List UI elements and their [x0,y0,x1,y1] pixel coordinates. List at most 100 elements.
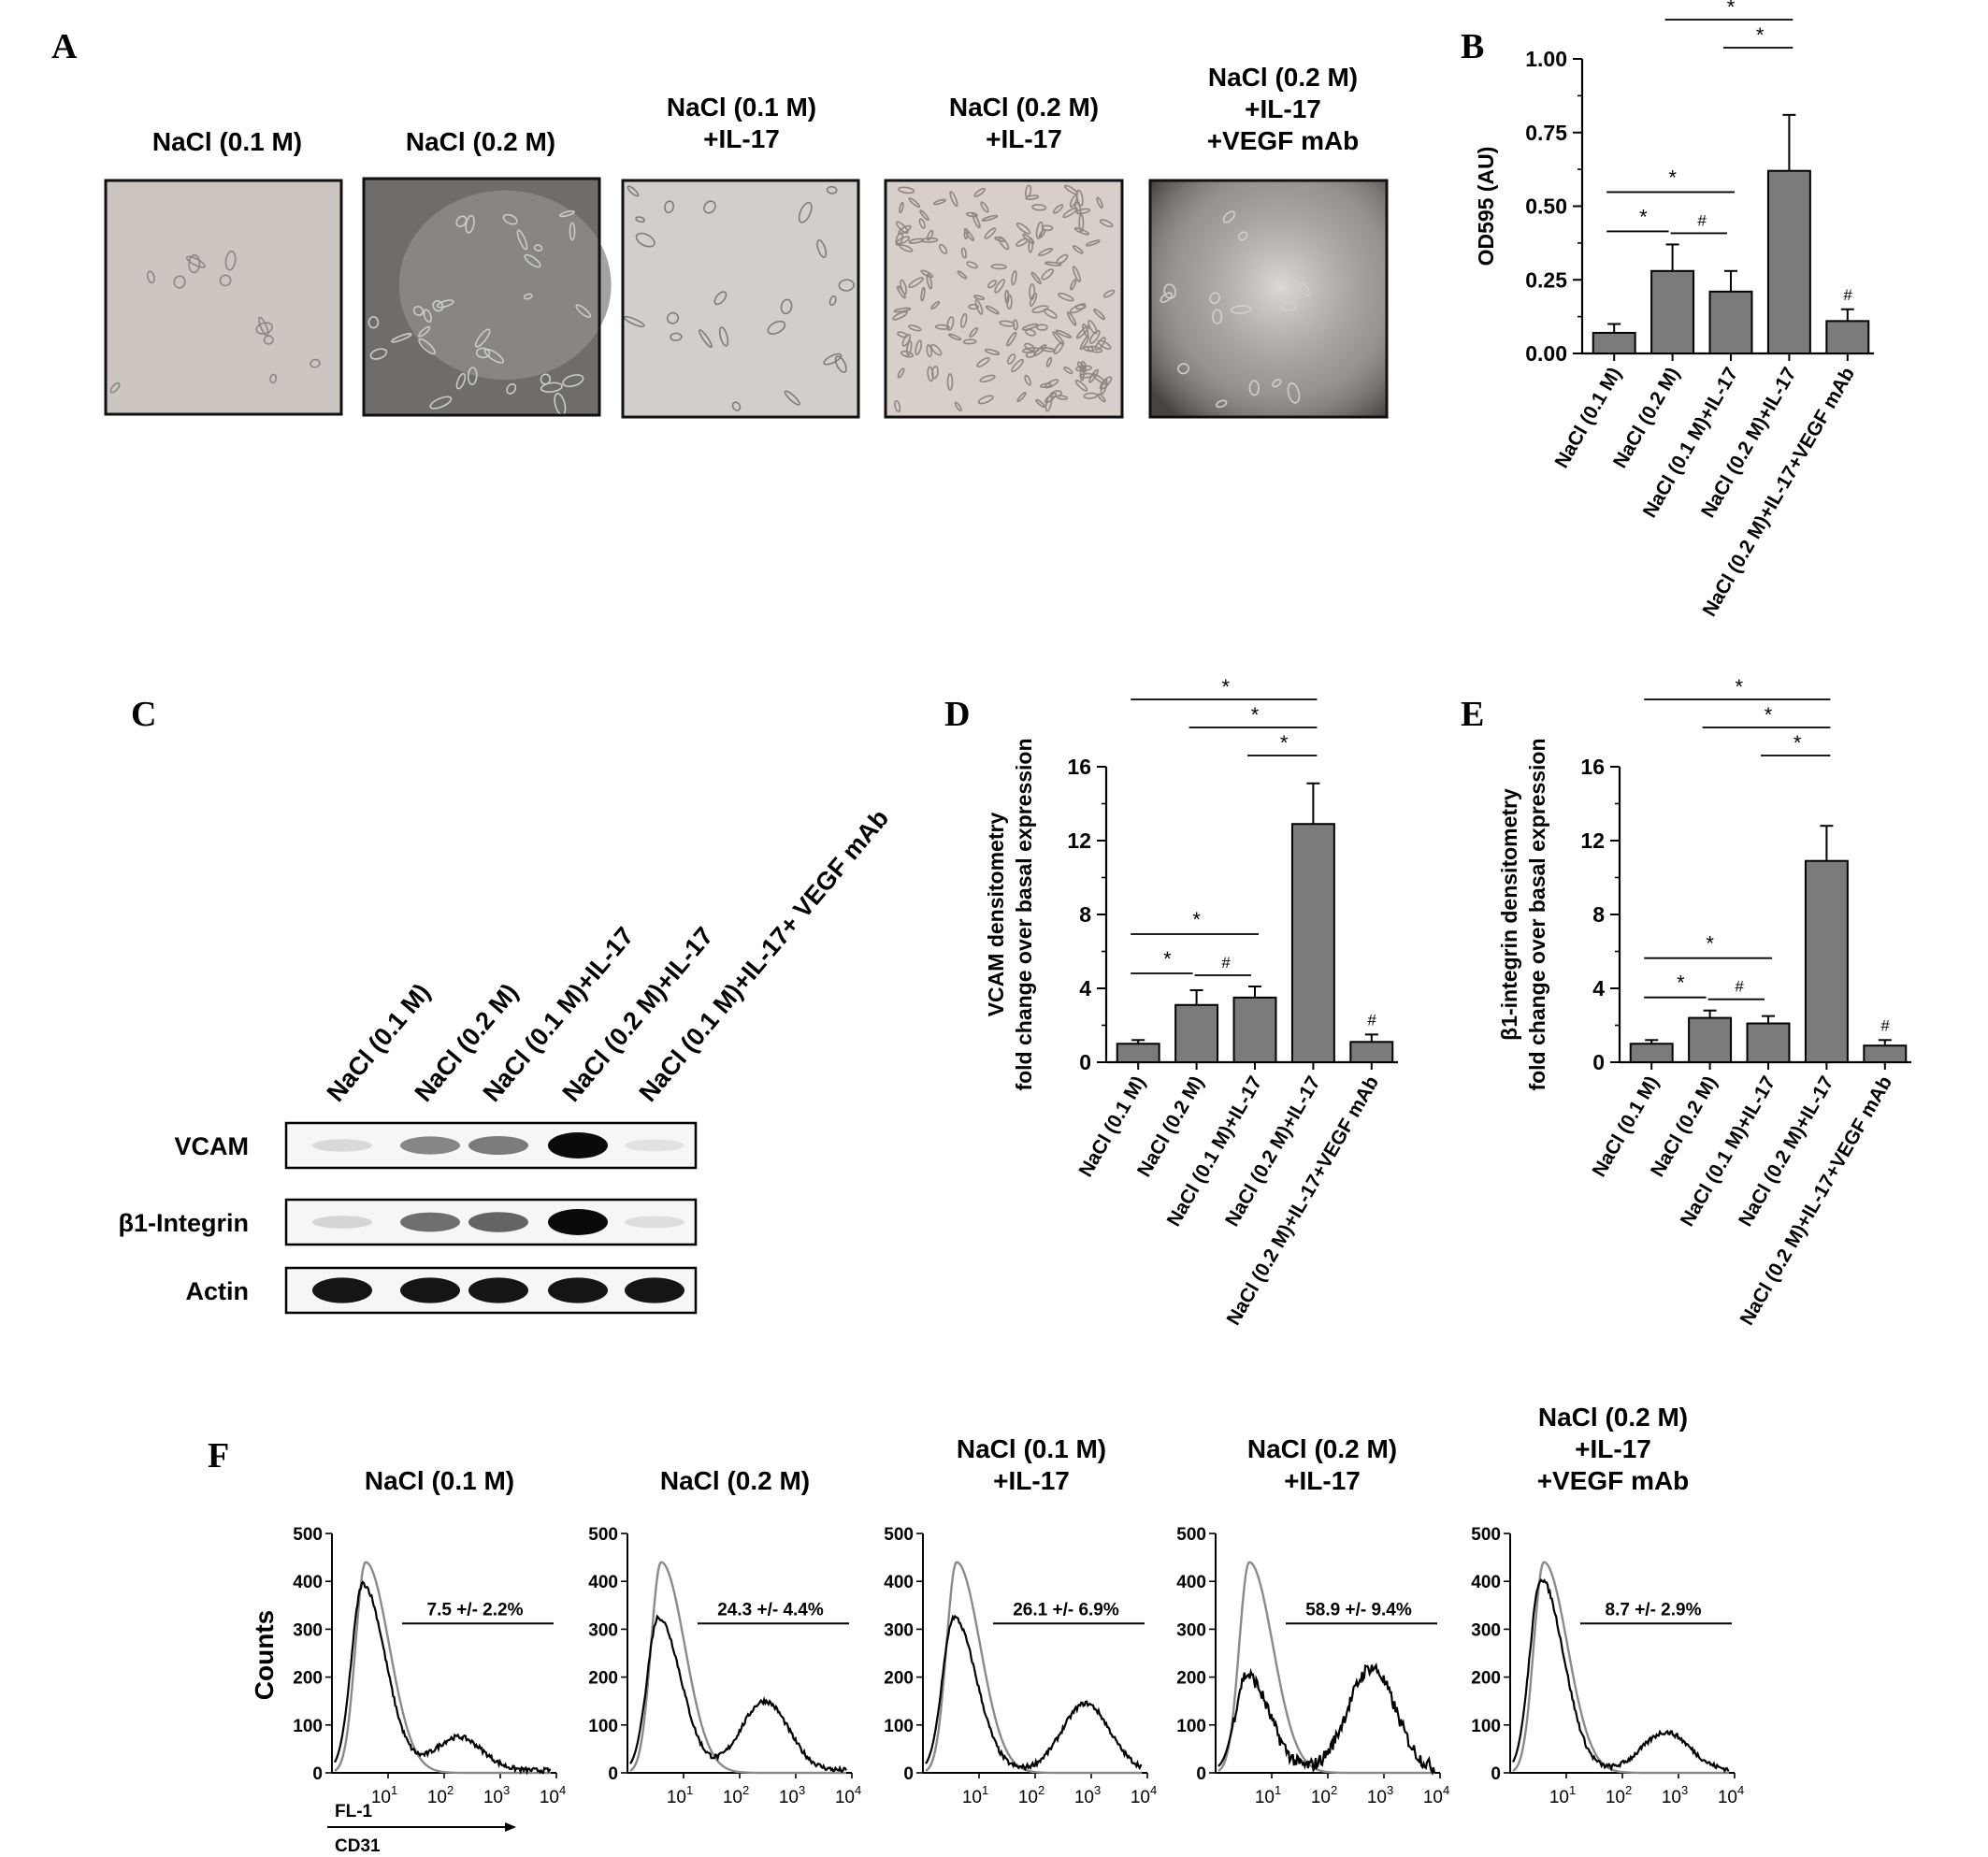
cell [926,344,933,358]
y-axis-label: VCAM densitometry [984,813,1008,1017]
cell [1248,380,1260,396]
flow-histogram-2: 0 100 200 300 400 500 101 102 103 104 24.3 +/- 4.4… [588,1525,861,1807]
cell [1088,368,1099,383]
caption-line: +VEGF mAb [1206,126,1360,155]
cell [369,348,388,360]
cell [523,293,533,300]
blot-row-label: Actin [186,1277,250,1305]
cell [932,198,946,206]
x-tick-label: 101 [1255,1783,1281,1807]
x-tick-exponent: 1 [391,1783,397,1797]
y-tick-label: 400 [884,1573,914,1592]
cell [965,211,978,218]
micrograph-background [623,180,858,417]
cell [627,185,640,197]
bar [1746,1022,1791,1064]
bar [1688,1016,1733,1063]
title-line: +IL-17 [1284,1466,1361,1495]
cell-group [367,209,592,415]
cell [1006,294,1013,310]
cell [897,331,908,338]
blot-band [312,1139,372,1152]
cell [984,348,1001,355]
significance-star: * [1765,703,1773,727]
x-tick-exponent: 4 [1443,1783,1449,1797]
cell [1011,358,1024,373]
cell [1085,239,1101,247]
cell [455,215,468,228]
cell [1163,283,1176,299]
x-tick-exponent: 2 [447,1783,454,1797]
cell [987,280,998,289]
control-histogram [925,1561,1142,1775]
cell [575,304,592,319]
blot-band [312,1277,372,1303]
cell [900,279,908,295]
significance-star: # [1697,211,1707,229]
cell [1006,353,1016,365]
caption-line: NaCl (0.1 M) [151,127,303,156]
cell [1033,344,1047,357]
x-tick-exponent: 1 [1275,1783,1281,1797]
cell [1063,184,1079,195]
cell [973,187,986,197]
micrograph-frame [884,179,1124,419]
cd31-histogram [1217,1663,1436,1777]
cell [1070,279,1077,291]
panel-label-b: B [1461,27,1485,66]
y-tick-label: 0 [1196,1764,1206,1784]
y-tick-label: 100 [1471,1717,1501,1736]
y-tick-label: 300 [1471,1620,1501,1640]
cell [423,309,432,324]
y-tick-label: 300 [588,1620,618,1640]
cell [966,261,978,269]
y-tick-label: 400 [588,1573,618,1592]
cell [1049,390,1062,398]
cell [998,236,1010,251]
cell [1031,204,1047,211]
x-tick-label: 104 [1131,1783,1157,1807]
flow-histogram-1: 0 100 200 300 400 500 101 102 103 104 7.5 +/- 2.2% [293,1525,566,1807]
cell [828,295,837,307]
cell [1177,363,1189,375]
y-axis-label: OD595 (AU) [1474,147,1498,266]
cell [1035,398,1046,409]
cell [1096,196,1103,209]
y-tick-label: 200 [1176,1669,1206,1689]
control-histogram [1512,1561,1729,1775]
cell [1102,289,1116,298]
cell [1075,208,1091,215]
micrograph-caption-2: NaCl (0.2 M) [340,126,621,158]
cell [908,277,924,289]
cell [173,275,186,289]
cell [908,324,922,332]
y-tick-label: 8 [1079,902,1091,927]
cell [798,201,813,223]
x-axis-label-bottom: CD31 [335,1836,381,1856]
flow-histogram-3: 0 100 200 300 400 500 101 102 103 104 26.1 +/- 6.9… [884,1525,1157,1807]
cell [1281,301,1298,311]
lane-label: NaCl (0.2 M)+IL-17 [557,922,719,1107]
cell [980,201,989,213]
gate-percentage: 58.9 +/- 9.4% [1305,1600,1412,1619]
cell [559,209,575,218]
significance-star: * [1280,731,1289,755]
y-axis-label: β1-integrin densitometry [1497,788,1521,1041]
cell [897,367,905,379]
bar [1863,1044,1908,1063]
y-tick-label: 300 [1176,1620,1206,1640]
cell [713,291,727,306]
y-tick-label: 0 [1592,1050,1605,1074]
cell [960,247,968,259]
cell [670,332,683,341]
flow-histogram-4: 0 100 200 300 400 500 101 102 103 104 58.9 +/- 9.4… [1176,1525,1449,1807]
cell [981,214,999,222]
cd31-histogram [334,1580,552,1776]
cell [1094,337,1106,352]
bar [1650,269,1695,354]
cell [972,212,981,229]
cell [540,381,563,394]
cd31-histogram [629,1614,847,1774]
title-line: NaCl (0.2 M) [659,1466,811,1495]
